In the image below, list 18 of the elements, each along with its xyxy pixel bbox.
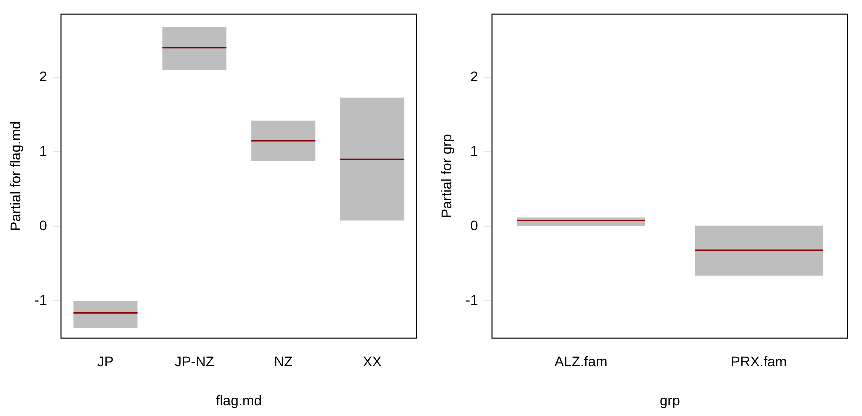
y-tick-label: 1 — [39, 143, 48, 160]
y-axis-title: Partial for flag.md — [7, 122, 24, 232]
x-tick-label: JP-NZ — [174, 354, 215, 370]
y-tick-label: -1 — [466, 292, 478, 308]
y-axis-title: Partial for grp — [438, 134, 454, 218]
x-tick-label: NZ — [274, 354, 294, 370]
x-axis-title: flag.md — [216, 392, 262, 408]
y-tick-label: 2 — [39, 68, 48, 85]
x-axis-title: grp — [660, 392, 680, 408]
x-tick-label: PRX.fam — [731, 354, 788, 370]
y-tick-label: 1 — [470, 143, 478, 160]
y-tick-label: 0 — [39, 218, 48, 234]
x-tick-label: XX — [363, 354, 383, 370]
x-tick-label: ALZ.fam — [554, 354, 608, 370]
y-tick-label: -1 — [34, 292, 48, 308]
y-tick-label: 0 — [470, 218, 478, 234]
x-tick-label: JP — [98, 354, 114, 370]
y-tick-label: 2 — [470, 68, 478, 85]
